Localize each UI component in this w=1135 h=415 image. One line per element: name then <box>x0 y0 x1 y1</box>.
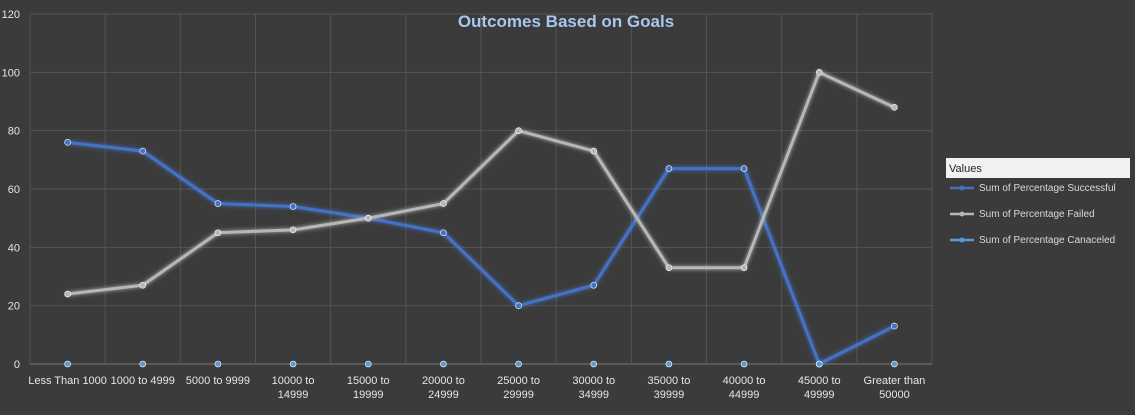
data-point <box>891 360 898 368</box>
y-tick-label: 60 <box>8 184 20 196</box>
x-tick-label: Greater than 50000 <box>864 375 926 401</box>
data-point <box>740 264 748 272</box>
x-tick-label-line: 35000 to <box>648 375 691 387</box>
series-group <box>64 69 898 368</box>
legend-label: Sum of Percentage Failed <box>979 209 1095 220</box>
x-tick-label-line: 19999 <box>353 389 384 401</box>
data-point <box>139 281 147 289</box>
data-point <box>139 147 147 155</box>
y-tick-label: 80 <box>8 126 20 138</box>
x-tick-label: 15000 to 19999 <box>347 375 390 401</box>
x-tick-label-line: 50000 <box>879 389 910 401</box>
x-tick-label-line: 39999 <box>654 389 685 401</box>
data-point <box>364 360 372 368</box>
data-point <box>64 360 71 368</box>
y-tick-label: 0 <box>14 359 20 371</box>
legend-marker <box>959 237 965 243</box>
data-point <box>440 200 447 207</box>
data-point <box>740 360 748 368</box>
x-tick-label-line: 29999 <box>503 389 534 401</box>
x-tick-label-line: 25000 to <box>497 375 540 387</box>
data-point <box>515 127 522 134</box>
x-tick-label-line: 44999 <box>729 389 760 401</box>
legend-item: Sum of Percentage Canaceled <box>950 235 1115 246</box>
x-tick-label-line: 24999 <box>428 389 459 401</box>
data-point <box>364 214 372 222</box>
x-tick-label: 25000 to 29999 <box>497 375 540 401</box>
y-tick-label: 40 <box>8 242 20 254</box>
y-tick-label: 120 <box>2 9 20 21</box>
x-tick-label: 30000 to 34999 <box>572 375 615 401</box>
y-tick-label: 20 <box>8 301 20 313</box>
series-line <box>67 140 896 366</box>
x-tick-label: 40000 to 44999 <box>723 375 766 401</box>
x-tick-label-line: 49999 <box>804 389 835 401</box>
data-point <box>289 203 297 210</box>
series-2 <box>64 69 898 298</box>
x-tick-label-line: 14999 <box>278 389 309 401</box>
x-tick-label-line: 30000 to <box>572 375 615 387</box>
data-point <box>891 322 898 330</box>
x-tick-label: Less Than 1000 <box>28 375 107 387</box>
x-tick-label-line: Less Than 1000 <box>28 375 107 387</box>
data-point <box>440 229 447 237</box>
legend-label: Sum of Percentage Canaceled <box>979 235 1115 246</box>
x-tick-label: 5000 to 9999 <box>186 375 250 387</box>
data-point <box>515 360 522 368</box>
data-point <box>590 147 598 155</box>
data-point <box>740 165 748 172</box>
data-point <box>815 69 823 76</box>
data-point <box>214 360 222 368</box>
data-point <box>289 226 297 234</box>
data-point <box>515 302 522 309</box>
legend-item: Sum of Percentage Successful <box>950 183 1116 194</box>
x-tick-label: 45000 to 49999 <box>798 375 841 401</box>
legend: Values Sum of Percentage Successful Sum of… <box>946 158 1130 246</box>
data-point <box>665 360 673 368</box>
axes: 0 20 40 60 80 100 120 Less Than 1000 1000 to 499… <box>2 9 926 401</box>
data-point <box>440 360 447 368</box>
data-point <box>214 200 222 207</box>
data-point <box>139 360 147 368</box>
x-tick-label: 20000 to 24999 <box>422 375 465 401</box>
x-tick-label-line: 34999 <box>578 389 609 401</box>
chart-title: Outcomes Based on Goals <box>458 12 674 31</box>
data-point <box>590 281 598 289</box>
x-tick-label-line: 40000 to <box>723 375 766 387</box>
data-point <box>665 264 673 272</box>
x-tick-label: 1000 to 4999 <box>111 375 175 387</box>
y-tick-label: 100 <box>2 67 20 79</box>
x-tick-label-line: 15000 to <box>347 375 390 387</box>
data-point <box>289 360 297 368</box>
series-line <box>67 70 896 296</box>
x-tick-label-line: 45000 to <box>798 375 841 387</box>
data-point <box>815 360 823 368</box>
legend-title: Values <box>949 163 982 175</box>
x-tick-label: 35000 to 39999 <box>648 375 691 401</box>
data-point <box>64 139 71 146</box>
x-tick-label-line: Greater than <box>864 375 926 387</box>
x-tick-label-line: 10000 to <box>272 375 315 387</box>
legend-item: Sum of Percentage Failed <box>950 209 1095 220</box>
gridlines <box>29 13 933 365</box>
data-point <box>891 104 898 111</box>
legend-label: Sum of Percentage Successful <box>979 183 1116 194</box>
series-3 <box>64 360 898 368</box>
data-point <box>590 360 598 368</box>
x-tick-label-line: 5000 to 9999 <box>186 375 250 387</box>
legend-marker <box>959 211 965 217</box>
x-tick-label: 10000 to 14999 <box>272 375 315 401</box>
data-point <box>64 290 71 298</box>
legend-marker <box>959 185 965 191</box>
legend-title-box <box>946 158 1130 178</box>
x-tick-label-line: 20000 to <box>422 375 465 387</box>
data-point <box>665 165 673 172</box>
x-tick-label-line: 1000 to 4999 <box>111 375 175 387</box>
data-point <box>214 229 222 237</box>
series-1 <box>64 139 898 368</box>
